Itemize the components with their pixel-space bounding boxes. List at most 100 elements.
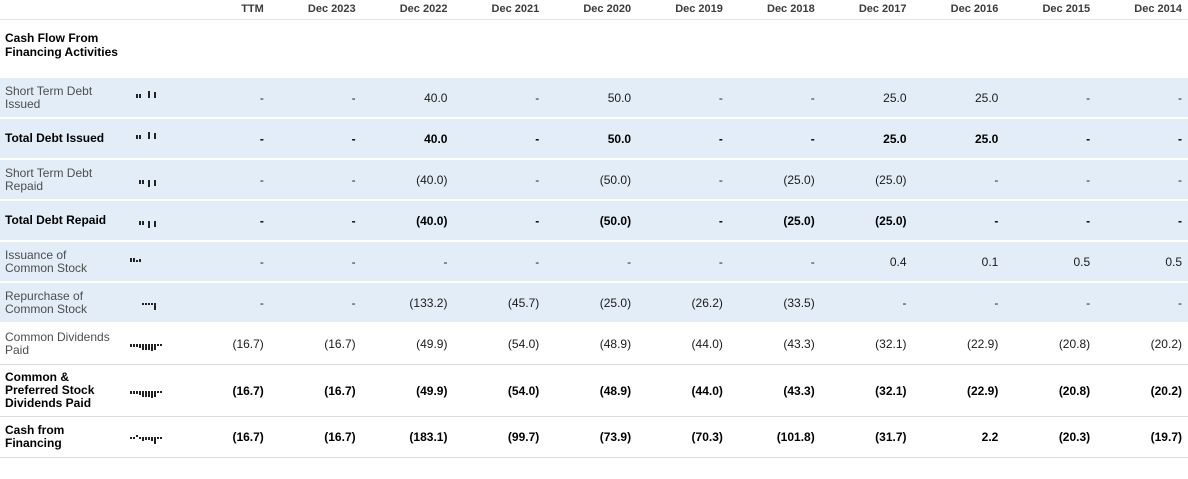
value-cell: 40.0 <box>424 131 448 146</box>
value-cell: (16.7) <box>232 430 264 444</box>
row-label: Short Term Debt Issued <box>5 83 93 111</box>
sparkline-bars <box>130 336 163 352</box>
value-cell: - <box>351 295 356 310</box>
table-row[interactable]: Common & Preferred Stock Dividends Paid (… <box>0 365 1188 417</box>
value-cell: - <box>718 213 723 228</box>
value-cell: - <box>259 90 264 105</box>
value-cell: (16.7) <box>324 337 356 351</box>
table-row[interactable]: Cash from Financing (16.7) (16.7) (183.1) (9… <box>0 417 1188 458</box>
value-cell: 40.0 <box>424 90 448 105</box>
value-cell: - <box>351 213 356 228</box>
value-cell: - <box>1178 213 1182 228</box>
sparkline-bars <box>130 295 163 311</box>
value-cell: (73.9) <box>599 430 632 444</box>
value-cell: (54.0) <box>507 337 540 351</box>
value-cell: (49.9) <box>416 383 448 398</box>
sparkline <box>118 213 178 229</box>
sparkline-bar <box>142 179 144 184</box>
value-cell: (44.0) <box>691 383 723 398</box>
sparkline-bar <box>136 93 138 98</box>
column-header: Dec 2018 <box>767 3 815 15</box>
sparkline-bar <box>139 93 141 98</box>
value-cell: - <box>994 172 999 187</box>
value-cell: - <box>1086 90 1091 105</box>
value-cell: - <box>994 213 999 228</box>
value-cell: - <box>994 295 999 310</box>
sparkline-bar <box>139 390 141 395</box>
table-row[interactable]: Repurchase of Common Stock - - (133.2) (45.7… <box>0 283 1188 324</box>
sparkline-bar <box>130 257 132 262</box>
value-cell: (43.3) <box>783 337 815 351</box>
value-cell: (20.2) <box>1150 337 1182 351</box>
value-cell: (25.0) <box>783 172 815 187</box>
sparkline-bar <box>139 344 141 348</box>
value-cell: (25.0) <box>599 295 632 310</box>
value-cell: (70.3) <box>691 430 723 444</box>
value-cell: - <box>1178 295 1182 310</box>
table-row[interactable]: Issuance of Common Stock - - - - - - - 0.4 0.1 0.5… <box>0 242 1188 283</box>
value-cell: (32.1) <box>875 383 907 398</box>
value-cell: (54.0) <box>507 383 540 398</box>
sparkline-bar <box>136 259 138 262</box>
value-cell: (45.7) <box>507 295 540 310</box>
sparkline-bar <box>157 390 159 393</box>
column-header: Dec 2017 <box>858 3 907 15</box>
value-cell: (20.2) <box>1150 383 1182 398</box>
value-cell: - <box>259 172 264 187</box>
sparkline <box>118 383 178 399</box>
value-cell: (22.9) <box>967 337 999 351</box>
value-cell: - <box>718 254 723 269</box>
sparkline-bar <box>139 437 141 439</box>
table-row[interactable]: Common Dividends Paid (16.7) (16.7) (49.9) (… <box>0 324 1188 365</box>
value-cell: - <box>810 131 815 146</box>
value-cell: (16.7) <box>232 383 264 398</box>
table-row[interactable]: Short Term Debt Issued - - 40.0 - 50.0 - - 25.0 2… <box>0 78 1188 119</box>
sparkline-bar <box>151 302 153 305</box>
value-cell: 25.0 <box>883 90 907 105</box>
value-cell: (40.0) <box>416 213 448 228</box>
header-spacer-label <box>0 0 118 3</box>
value-cell: - <box>810 254 815 269</box>
table-row[interactable]: Total Debt Repaid - - (40.0) - (50.0) - (25.0) (… <box>0 201 1188 242</box>
sparkline-bar <box>154 437 156 444</box>
sparkline-bar <box>130 344 132 347</box>
value-cell: - <box>443 254 448 269</box>
value-cell: (50.0) <box>599 172 632 187</box>
row-label: Repurchase of Common Stock <box>5 288 88 316</box>
sparkline-bar <box>130 437 132 439</box>
value-cell: (50.0) <box>599 213 632 228</box>
value-cell: (16.7) <box>324 430 356 444</box>
sparkline-bar <box>133 390 135 394</box>
sparkline <box>118 295 178 311</box>
table-row[interactable]: Short Term Debt Repaid - - (40.0) - (50.0) - (2… <box>0 160 1188 201</box>
value-cell: - <box>351 172 356 187</box>
sparkline-bar <box>145 437 147 440</box>
value-cell: (16.7) <box>324 383 356 398</box>
row-label: Issuance of Common Stock <box>5 247 88 275</box>
sparkline <box>118 429 178 445</box>
section-row: Cash Flow From Financing Activities <box>0 20 1188 78</box>
value-cell: 25.0 <box>883 131 907 146</box>
value-cell: - <box>1086 131 1091 146</box>
sparkline <box>118 336 178 352</box>
section-title: Cash Flow From Financing Activities <box>5 31 118 59</box>
sparkline-bar <box>130 390 132 394</box>
sparkline-bar <box>136 134 138 139</box>
sparkline-bar <box>157 437 159 439</box>
table-row[interactable]: Total Debt Issued - - 40.0 - 50.0 - - 25.0 25.0 - - <box>0 119 1188 160</box>
sparkline-bar <box>145 344 147 350</box>
sparkline-bar <box>133 344 135 347</box>
sparkline <box>118 172 178 188</box>
value-cell: - <box>535 254 540 269</box>
value-cell: 0.5 <box>1073 254 1091 269</box>
value-cell: 50.0 <box>607 90 632 105</box>
table-body: Short Term Debt Issued - - 40.0 - 50.0 - - 25.0 2… <box>0 78 1188 458</box>
row-label: Short Term Debt Repaid <box>5 165 93 193</box>
value-cell: (43.3) <box>783 383 815 398</box>
sparkline-bar <box>142 220 144 225</box>
sparkline-bar <box>133 257 135 262</box>
value-cell: (44.0) <box>691 337 723 351</box>
header-spacer-sparkline <box>118 0 178 3</box>
sparkline-bars <box>130 213 163 229</box>
value-cell: - <box>1086 295 1091 310</box>
